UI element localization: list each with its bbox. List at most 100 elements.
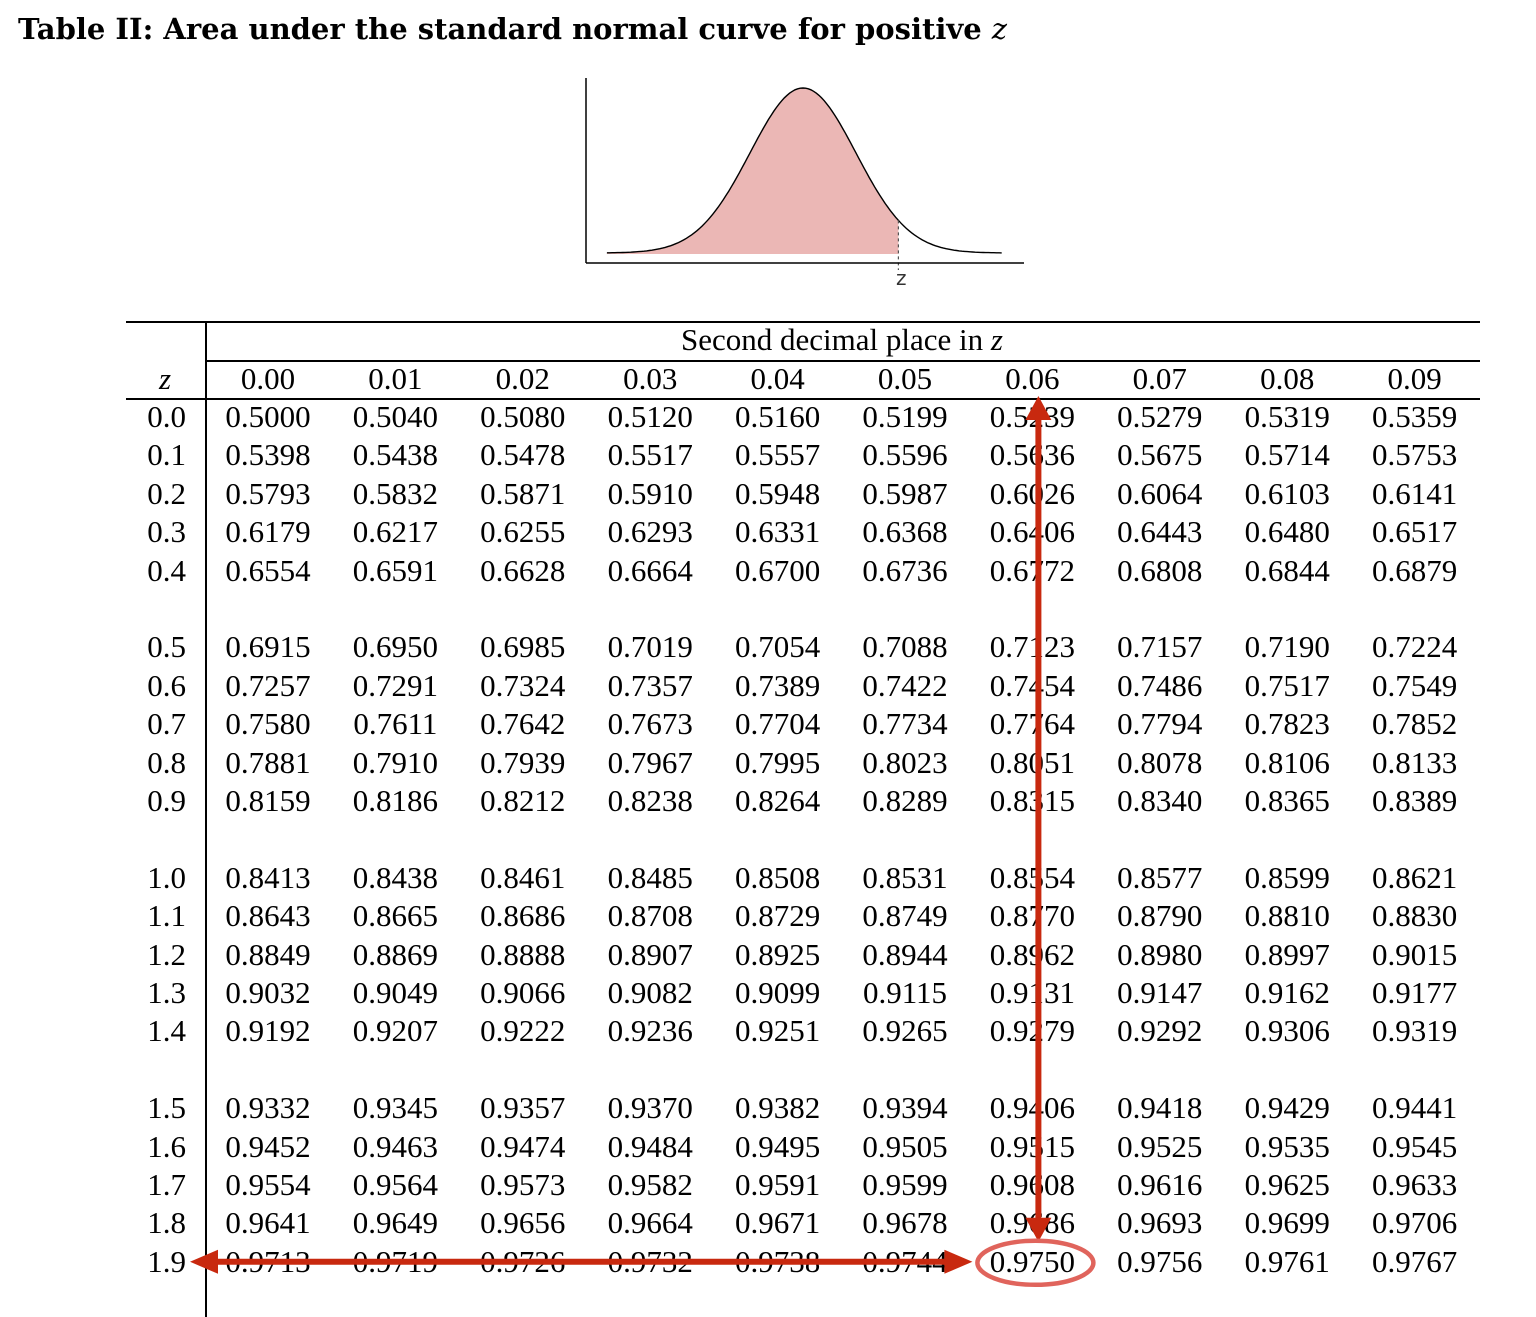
- table-cell: 0.8925: [734, 936, 821, 972]
- table-cell: 0.8413: [225, 859, 311, 895]
- table-cell: 0.5120: [607, 399, 693, 434]
- table-cell: 0.8315: [989, 783, 1076, 818]
- table-cell: 0.8869: [352, 936, 439, 972]
- table-cell: 0.6517: [1371, 514, 1458, 550]
- table-header-group-rule: [206, 360, 1480, 362]
- table-cell: 0.5438: [352, 437, 439, 473]
- table-cell: 0.8051: [989, 744, 1076, 780]
- table-cell: 0.6664: [607, 552, 693, 588]
- row-z-label: 1.6: [147, 1128, 186, 1164]
- column-header-0.00: 0.00: [240, 361, 296, 396]
- table-cell: 0.6103: [1244, 475, 1330, 511]
- table-cell: 0.7324: [480, 667, 566, 703]
- column-header-0.02: 0.02: [495, 361, 550, 396]
- table-cell: 0.9147: [1117, 975, 1203, 1010]
- table-cell: 0.5871: [480, 475, 566, 511]
- table-cell: 0.7549: [1371, 667, 1458, 703]
- table-title-text: Table II: Area under the standard normal…: [18, 12, 982, 46]
- table-cell: 0.8577: [1117, 859, 1203, 895]
- table-cell: 0.9693: [1117, 1205, 1203, 1241]
- column-header-0.07: 0.07: [1132, 361, 1187, 396]
- table-cell: 0.8106: [1244, 744, 1330, 780]
- table-cell: 0.6255: [480, 514, 566, 550]
- column-header-0.06: 0.06: [1005, 361, 1060, 396]
- row-z-label: 0.5: [147, 629, 186, 665]
- table-z-column-divider: [205, 321, 207, 1317]
- row-z-label: 0.3: [147, 514, 186, 550]
- table-cell: 0.9222: [480, 1013, 566, 1049]
- table-cell: 0.8365: [1244, 783, 1330, 818]
- table-cell: 0.9750: [989, 1243, 1076, 1279]
- table-cell: 0.8212: [480, 783, 566, 818]
- column-header-0.09: 0.09: [1387, 361, 1442, 396]
- table-cell: 0.6772: [989, 552, 1076, 588]
- table-cell: 0.9678: [862, 1205, 948, 1241]
- table-title: Table II: Area under the standard normal…: [18, 12, 1007, 46]
- table-cell: 0.6915: [225, 629, 311, 665]
- table-cell: 0.8078: [1117, 744, 1203, 780]
- table-cell: 0.8729: [734, 898, 821, 934]
- table-cell: 0.8340: [1117, 783, 1203, 818]
- table-cell: 0.5160: [734, 399, 821, 434]
- table-cell: 0.9761: [1244, 1243, 1330, 1279]
- table-cell: 0.6217: [352, 514, 439, 550]
- table-cell: 0.9756: [1117, 1243, 1203, 1279]
- table-top-rule: [126, 321, 1480, 323]
- table-cell: 0.5080: [480, 399, 566, 434]
- normal-curve-figure: [585, 78, 1024, 270]
- table-cell: 0.8888: [480, 936, 566, 972]
- table-cell: 0.9441: [1371, 1090, 1458, 1126]
- table-cell: 0.9099: [734, 975, 821, 1010]
- table-cell: 0.8485: [607, 859, 693, 895]
- table-cell: 0.9207: [352, 1013, 439, 1049]
- column-header-0.03: 0.03: [623, 361, 678, 396]
- table-super-header: Second decimal place in z: [681, 321, 1003, 359]
- table-cell: 0.6736: [862, 552, 948, 588]
- row-z-label: 1.2: [147, 936, 186, 972]
- row-z-label: 0.8: [147, 744, 186, 780]
- table-cell: 0.9394: [862, 1090, 948, 1126]
- table-cell: 0.6141: [1371, 475, 1458, 511]
- table-cell: 0.7157: [1117, 629, 1203, 665]
- table-cell: 0.6554: [225, 552, 311, 588]
- table-cell: 0.6179: [225, 514, 311, 550]
- table-cell: 0.8665: [352, 898, 439, 934]
- row-z-label: 1.5: [147, 1090, 186, 1126]
- table-cell: 0.8508: [734, 859, 821, 895]
- table-cell: 0.7995: [734, 744, 821, 780]
- table-cell: 0.6844: [1244, 552, 1330, 588]
- table-cell: 0.6591: [352, 552, 439, 588]
- table-cell: 0.9649: [352, 1205, 439, 1241]
- shaded-area: [606, 88, 899, 254]
- table-cell: 0.6406: [989, 514, 1076, 550]
- table-cell: 0.7422: [862, 667, 948, 703]
- table-cell: 0.8980: [1117, 936, 1203, 972]
- table-cell: 0.7517: [1244, 667, 1330, 703]
- table-cell: 0.6985: [480, 629, 566, 665]
- table-cell: 0.9554: [225, 1167, 311, 1202]
- table-cell: 0.9664: [607, 1205, 693, 1241]
- table-cell: 0.5359: [1371, 399, 1458, 434]
- table-cell: 0.7580: [225, 706, 311, 742]
- table-cell: 0.7642: [480, 706, 566, 742]
- table-title-variable: z: [991, 12, 1008, 46]
- table-cell: 0.5398: [225, 437, 311, 473]
- table-cell: 0.7734: [862, 706, 948, 742]
- table-cell: 0.7967: [607, 744, 693, 780]
- table-cell: 0.5910: [607, 475, 693, 511]
- table-cell: 0.9633: [1371, 1167, 1458, 1202]
- row-z-label: 0.7: [147, 706, 186, 742]
- row-z-label: 1.8: [147, 1205, 186, 1241]
- table-cell: 0.7088: [862, 629, 948, 665]
- row-z-label: 0.6: [147, 667, 186, 703]
- table-cell: 0.7019: [607, 629, 693, 665]
- table-cell: 0.8438: [352, 859, 439, 895]
- table-cell: 0.5675: [1117, 437, 1203, 473]
- table-cell: 0.8238: [607, 783, 693, 818]
- table-cell: 0.7357: [607, 667, 693, 703]
- table-cell: 0.9306: [1244, 1013, 1330, 1049]
- table-cell: 0.9015: [1371, 936, 1458, 972]
- table-cell: 0.5832: [352, 475, 439, 511]
- table-cell: 0.9608: [989, 1167, 1076, 1202]
- table-cell: 0.8849: [225, 936, 311, 972]
